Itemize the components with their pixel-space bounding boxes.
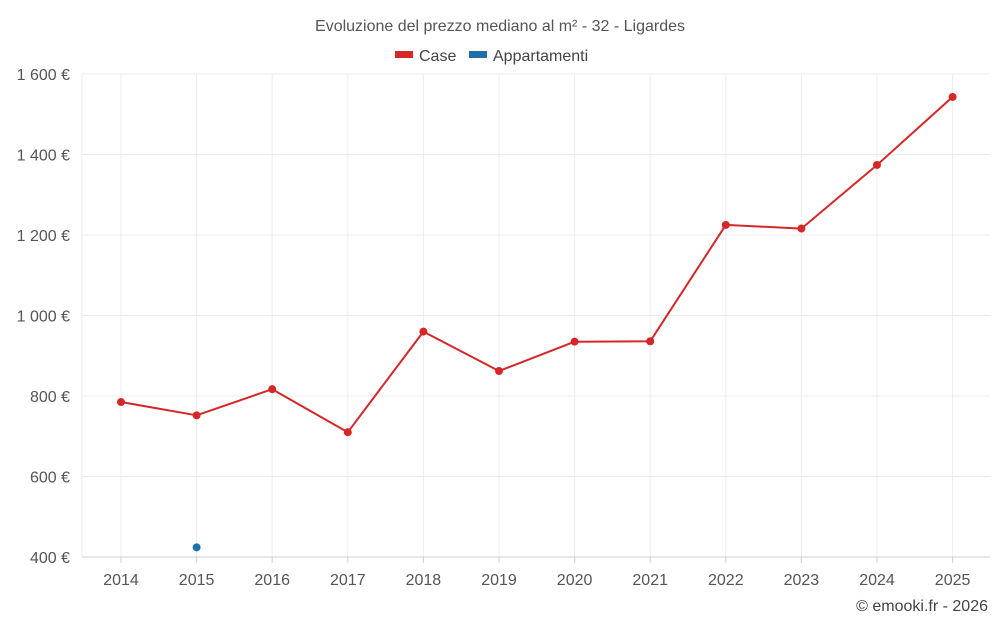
x-tick-label: 2025 xyxy=(935,572,971,589)
data-point-case[interactable] xyxy=(268,385,277,394)
x-tick-label: 2014 xyxy=(103,572,139,589)
data-point-case[interactable] xyxy=(646,337,655,346)
series-case xyxy=(117,92,957,437)
data-point-case[interactable] xyxy=(570,337,579,346)
data-point-case[interactable] xyxy=(343,428,352,437)
credit-text: © emooki.fr - 2026 xyxy=(856,598,988,615)
x-tick-label: 2015 xyxy=(179,572,215,589)
x-tick-label: 2020 xyxy=(557,572,593,589)
y-tick-label: 800 € xyxy=(30,389,70,406)
x-tick-label: 2016 xyxy=(254,572,290,589)
x-tick-label: 2017 xyxy=(330,572,366,589)
data-point-case[interactable] xyxy=(495,367,503,376)
legend-label-appartamenti: Appartamenti xyxy=(493,48,588,65)
data-point-case[interactable] xyxy=(117,398,125,407)
y-tick-label: 600 € xyxy=(30,470,70,487)
x-tick-label: 2019 xyxy=(481,572,517,589)
y-tick-label: 400 € xyxy=(30,550,70,567)
y-tick-label: 1 600 € xyxy=(17,67,70,84)
series-appartamenti xyxy=(192,543,201,552)
grid xyxy=(81,73,990,557)
axes: 400 € 600 € 800 € 1 000 € 1 200 € 1 400 € 1 60… xyxy=(17,67,990,589)
x-tick-label: 2018 xyxy=(406,572,442,589)
series xyxy=(117,92,957,552)
legend-swatch-appartamenti xyxy=(469,51,487,58)
legend-swatch-case xyxy=(395,51,413,58)
data-point-case[interactable] xyxy=(192,411,201,420)
y-tick-label: 1 400 € xyxy=(17,148,70,165)
series-line-case xyxy=(120,96,954,434)
data-point-case[interactable] xyxy=(419,327,428,336)
x-tick-label: 2022 xyxy=(708,572,744,589)
x-tick-label: 2021 xyxy=(632,572,668,589)
chart-title: Evoluzione del prezzo mediano al m² - 32… xyxy=(315,18,685,35)
legend-item-appartamenti[interactable]: Appartamenti xyxy=(469,48,588,65)
data-point-case[interactable] xyxy=(948,92,957,101)
data-point-case[interactable] xyxy=(797,224,806,233)
data-point-case[interactable] xyxy=(721,220,730,229)
legend-item-case[interactable]: Case xyxy=(395,48,456,65)
x-tick-label: 2024 xyxy=(859,572,895,589)
x-tick-label: 2023 xyxy=(784,572,820,589)
data-point-appartamenti[interactable] xyxy=(192,543,201,552)
y-tick-label: 1 000 € xyxy=(17,309,70,326)
legend-label-case: Case xyxy=(419,48,456,65)
data-point-case[interactable] xyxy=(873,160,881,169)
y-tick-label: 1 200 € xyxy=(17,228,70,245)
legend: Case Appartamenti xyxy=(395,48,588,65)
